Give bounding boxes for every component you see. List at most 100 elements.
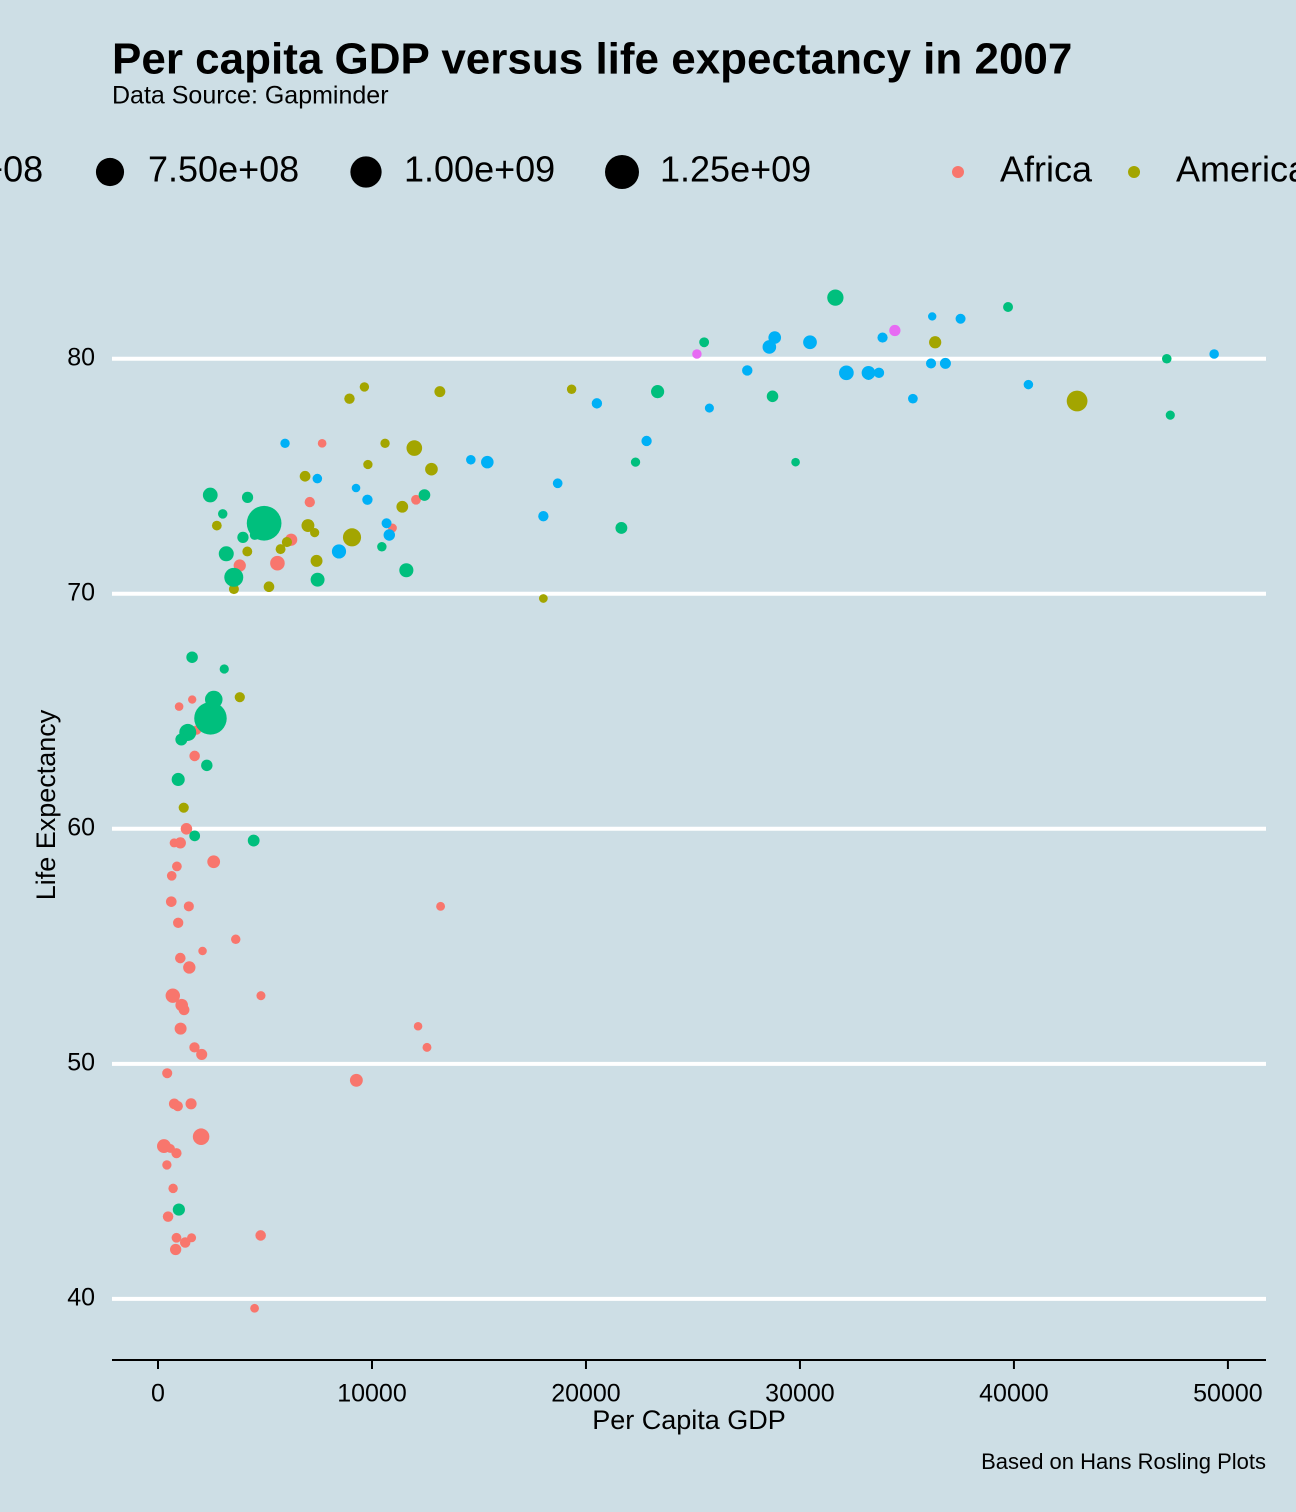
data-point — [172, 1101, 183, 1112]
data-point — [174, 1022, 187, 1035]
x-tick-label: 20000 — [551, 1380, 621, 1408]
data-point — [839, 365, 854, 381]
data-point — [196, 1048, 208, 1060]
data-point — [234, 692, 245, 703]
y-tick-label: 80 — [67, 343, 95, 371]
data-point — [377, 542, 387, 552]
data-point — [183, 961, 196, 974]
size-legend-key — [350, 156, 382, 188]
data-point — [422, 1042, 432, 1052]
data-point — [175, 952, 186, 964]
data-point — [270, 555, 285, 571]
data-point — [169, 1243, 182, 1256]
data-point — [175, 733, 188, 746]
data-point — [317, 439, 327, 448]
data-point — [928, 312, 937, 321]
data-point — [359, 382, 370, 392]
data-point — [217, 509, 228, 519]
y-tick-label: 50 — [67, 1048, 95, 1076]
y-tick-label: 40 — [67, 1283, 95, 1311]
size-legend-key — [95, 157, 125, 187]
data-point — [281, 536, 293, 548]
data-point — [165, 896, 177, 907]
data-point — [566, 384, 577, 394]
data-point — [162, 1211, 174, 1222]
data-point — [362, 494, 373, 505]
data-point — [692, 349, 702, 359]
data-point — [189, 1042, 200, 1053]
data-point — [538, 511, 549, 522]
data-point — [237, 531, 249, 543]
data-point — [383, 529, 396, 541]
data-point — [263, 581, 275, 593]
data-point — [188, 695, 197, 704]
data-point — [171, 1232, 182, 1243]
x-tick-label: 0 — [151, 1380, 165, 1408]
data-point — [651, 385, 665, 399]
data-point — [174, 702, 184, 711]
data-point — [186, 651, 198, 663]
data-point — [1161, 353, 1172, 364]
data-point — [351, 483, 361, 493]
data-point — [178, 802, 189, 813]
size-legend-label: 7.50e+08 — [148, 149, 299, 190]
data-point — [211, 520, 222, 531]
data-point — [425, 462, 438, 476]
data-point — [925, 358, 937, 369]
legend-label: Africa — [1000, 149, 1093, 190]
data-point — [413, 1021, 423, 1031]
data-point — [228, 584, 239, 595]
data-point — [204, 690, 223, 709]
data-point — [173, 917, 184, 928]
legend-label: Americas — [1176, 149, 1296, 190]
data-point — [380, 438, 390, 449]
y-axis-title: Life Expectancy — [31, 709, 61, 900]
data-point — [939, 357, 951, 369]
data-point — [275, 544, 286, 555]
data-point — [165, 988, 180, 1003]
data-point — [174, 837, 186, 849]
data-point — [241, 491, 254, 503]
data-point — [168, 1183, 178, 1194]
x-tick-label: 40000 — [979, 1380, 1049, 1408]
data-point — [861, 365, 876, 380]
data-point — [185, 1098, 197, 1110]
data-point — [162, 1160, 172, 1170]
data-point — [299, 470, 311, 482]
data-point — [310, 572, 325, 587]
data-point — [363, 459, 373, 470]
data-point — [250, 1303, 259, 1313]
data-point — [1209, 349, 1219, 359]
size-legend-label: 1.25e+09 — [660, 149, 811, 190]
data-point — [344, 393, 355, 404]
data-point — [242, 546, 253, 557]
chart-subtitle: Data Source: Gapminder — [112, 82, 389, 110]
data-point — [189, 750, 200, 762]
data-point — [1003, 302, 1014, 312]
data-point — [180, 823, 193, 835]
data-point — [955, 313, 966, 324]
data-point — [219, 664, 229, 674]
data-point — [1066, 390, 1088, 412]
data-point — [280, 438, 290, 449]
data-point — [301, 519, 315, 533]
data-point — [481, 455, 494, 469]
data-point — [310, 554, 323, 567]
data-point — [172, 1203, 185, 1216]
data-point — [399, 563, 414, 578]
x-tick-label: 50000 — [1193, 1380, 1263, 1408]
data-point — [171, 772, 185, 786]
data-point — [381, 518, 392, 529]
size-legend-label: 1.00e+09 — [404, 149, 555, 190]
data-point — [202, 487, 218, 503]
size-legend-key — [605, 155, 639, 189]
data-point — [231, 934, 241, 944]
data-point — [331, 544, 347, 559]
x-tick-label: 10000 — [337, 1380, 407, 1408]
data-point — [630, 457, 641, 467]
x-tick-label: 30000 — [765, 1380, 835, 1408]
data-point — [179, 1237, 191, 1248]
data-point — [615, 522, 628, 534]
data-point — [183, 901, 194, 912]
